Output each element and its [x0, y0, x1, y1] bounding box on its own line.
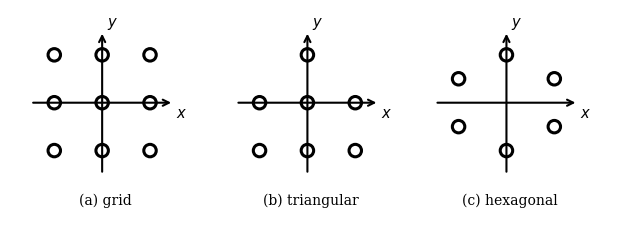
Text: x: x — [177, 106, 185, 121]
Text: y: y — [312, 15, 321, 30]
Text: y: y — [107, 15, 116, 30]
Text: (a) grid: (a) grid — [80, 194, 132, 208]
Text: (b) triangular: (b) triangular — [263, 194, 359, 208]
Text: y: y — [511, 15, 520, 30]
Text: x: x — [581, 106, 589, 121]
Text: (c) hexagonal: (c) hexagonal — [462, 194, 558, 208]
Text: x: x — [382, 106, 390, 121]
